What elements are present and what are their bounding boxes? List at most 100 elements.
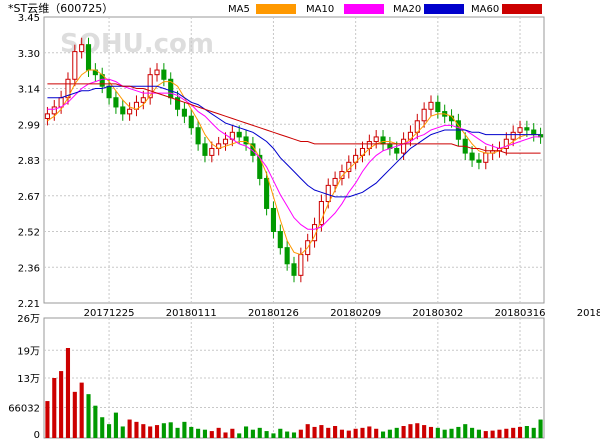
volume-bar: [189, 426, 194, 438]
candle-body: [270, 207, 277, 233]
volume-bar: [339, 429, 344, 438]
volume-bar: [415, 423, 420, 438]
legend: MA5 MA10 MA20 MA60: [228, 4, 542, 15]
candle-body: [483, 152, 489, 163]
volume-bar: [353, 428, 358, 438]
volume-bar: [175, 427, 180, 438]
candle-body: [291, 263, 297, 276]
volume-bar: [470, 427, 475, 438]
volume-y-tick-label: 66032: [8, 404, 40, 415]
legend-ma5-swatch: [256, 4, 296, 14]
volume-bar: [511, 427, 516, 438]
legend-ma60-swatch: [502, 4, 542, 14]
candle-body: [517, 127, 523, 133]
volume-bar: [442, 429, 447, 438]
volume-bar: [285, 431, 290, 438]
volume-bar: [271, 433, 276, 438]
volume-bar: [278, 428, 283, 438]
volume-bar: [490, 430, 495, 438]
volume-bar: [319, 425, 324, 438]
candle-body: [209, 147, 215, 156]
volume-bar: [380, 431, 386, 438]
volume-bar: [305, 424, 310, 438]
volume-bar: [154, 425, 160, 438]
candle-body: [51, 106, 57, 115]
watermark: SOHU.com: [60, 29, 214, 59]
price-y-tick-label: 3.14: [18, 85, 40, 96]
volume-bar: [113, 412, 118, 438]
candle-body: [202, 143, 208, 156]
candle-body: [428, 101, 434, 110]
volume-bar: [93, 405, 98, 438]
volume-bar: [196, 428, 201, 438]
candle-body: [531, 129, 537, 136]
price-x-tick-label: 20180111: [166, 308, 217, 319]
price-y-tick-label: 2.52: [18, 228, 40, 239]
candle-body: [394, 147, 400, 154]
candle-body: [161, 69, 167, 80]
price-panel: 3.45 3.30 3.14 2.99 2.83 2.67 2.52 2.36 2.21 201…: [18, 13, 600, 319]
candle-body: [44, 113, 50, 119]
volume-bar: [65, 348, 71, 438]
price-y-tick-label: 2.99: [18, 120, 40, 131]
legend-ma60-label: MA60: [471, 4, 499, 15]
volume-bar-series: [45, 348, 543, 438]
price-y-tick-label: 3.30: [18, 49, 40, 60]
volume-bar: [202, 429, 208, 438]
candle-body: [325, 184, 331, 203]
candle-body: [503, 138, 509, 149]
volume-bar: [168, 422, 173, 438]
volume-bar: [100, 417, 105, 438]
candle-body: [175, 97, 181, 110]
candle-body: [188, 115, 194, 129]
volume-bar: [312, 426, 317, 438]
price-x-tick-label: 20180209: [330, 308, 381, 319]
candle-body: [85, 44, 92, 71]
price-y-tick-label: 2.36: [18, 263, 40, 274]
candle-body: [195, 127, 201, 145]
candle-body: [277, 231, 283, 249]
volume-bar: [387, 429, 392, 438]
volume-bar: [346, 430, 351, 438]
candle-body: [311, 224, 318, 242]
volume-bar: [449, 428, 454, 438]
volume-y-tick-label: 19万: [17, 346, 40, 357]
price-y-tick-label: 2.83: [18, 156, 40, 167]
candle-body: [318, 201, 324, 226]
volume-bar: [504, 428, 509, 438]
candle-body: [113, 97, 119, 108]
candle-body: [243, 136, 249, 145]
volume-bar: [463, 424, 468, 438]
volume-bar: [298, 429, 303, 438]
legend-ma5-label: MA5: [228, 4, 250, 15]
volume-bar: [86, 394, 91, 438]
candle-body: [222, 138, 229, 145]
volume-bar: [374, 428, 379, 438]
volume-y-tick-label: 13万: [17, 374, 40, 385]
price-x-tick-label: 20180126: [248, 308, 299, 319]
price-x-tick-label: 20180302: [412, 308, 463, 319]
volume-bar: [517, 426, 523, 438]
volume-bar: [524, 426, 529, 438]
candle-body: [524, 127, 530, 131]
legend-ma10-label: MA10: [306, 4, 334, 15]
volume-bar: [107, 424, 112, 438]
candle-body: [140, 97, 146, 103]
ma-line-ma60: [47, 83, 541, 154]
volume-bar: [291, 432, 297, 438]
volume-bar: [141, 424, 146, 438]
volume-bar: [367, 426, 372, 438]
ma-line-ma10: [47, 78, 541, 230]
volume-bar: [497, 429, 502, 438]
volume-bar: [476, 429, 481, 438]
volume-bar: [127, 419, 132, 438]
price-y-tick-label: 2.21: [18, 299, 40, 310]
candle-body: [257, 154, 263, 179]
volume-bar: [223, 432, 228, 438]
volume-bar: [483, 431, 488, 438]
volume-bar: [264, 431, 269, 438]
candle-body: [421, 108, 427, 122]
volume-panel: 26万 19万 13万 66032 0: [8, 314, 545, 440]
volume-grid: [44, 318, 544, 438]
price-x-tick-label: 20180316: [495, 308, 546, 319]
